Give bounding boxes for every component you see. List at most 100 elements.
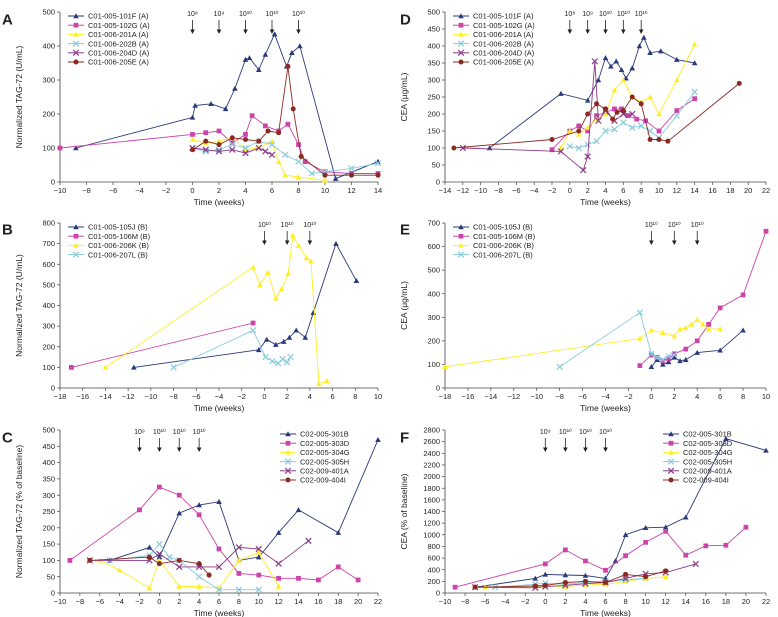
data-point	[289, 50, 295, 56]
data-point	[595, 117, 602, 125]
data-point	[671, 351, 677, 357]
chart-panel-b: B−18 −16 −14 −12 −10 −8 −6 −4 −2 0 2 4 6 8 10010020030…	[2, 219, 382, 413]
data-point	[585, 111, 591, 117]
series-line	[454, 526, 747, 588]
dose-arrowhead	[585, 29, 590, 34]
x-tick-label: −12	[507, 392, 520, 401]
y-tick-label: 200	[42, 342, 55, 351]
series-c01-005-106m-b-	[637, 228, 769, 368]
data-point	[611, 87, 618, 93]
data-point	[216, 128, 222, 134]
x-tick-label: 2	[563, 597, 567, 606]
x-tick-label: 8	[237, 597, 241, 606]
y-tick-label: 200	[427, 577, 440, 586]
x-tick-label: 2	[285, 392, 289, 401]
dose-label: 10¹⁰	[193, 428, 206, 436]
legend-label: C01-005-105J (B)	[473, 223, 533, 232]
data-point	[276, 575, 282, 581]
data-point	[452, 584, 458, 590]
x-tick-label: 20	[354, 597, 362, 606]
x-tick-label: −8	[76, 597, 85, 606]
dose-arrowhead	[307, 240, 313, 245]
x-tick-label: −4	[501, 597, 510, 606]
data-point	[602, 55, 609, 61]
data-point	[647, 136, 653, 143]
data-point	[276, 130, 282, 136]
y-tick-label: 50	[432, 161, 440, 170]
series-line	[71, 322, 254, 368]
data-point	[623, 75, 629, 81]
y-tick-label: 450	[42, 442, 55, 451]
data-point	[190, 132, 195, 137]
data-point	[216, 142, 222, 148]
data-point	[256, 572, 262, 578]
y-tick-label: 400	[427, 289, 440, 298]
data-point	[532, 575, 539, 581]
data-point	[295, 242, 302, 248]
data-point	[647, 50, 653, 56]
y-tick-label: 0	[51, 589, 55, 598]
x-tick-label: −10	[54, 186, 67, 195]
x-tick-label: 10	[641, 597, 649, 606]
data-point	[265, 128, 271, 134]
legend-marker	[285, 440, 291, 446]
legend-marker	[458, 31, 464, 37]
data-point	[176, 492, 182, 498]
dose-label: 10⁹	[134, 429, 145, 436]
x-tick-label: −2	[548, 186, 557, 195]
data-point	[653, 354, 661, 361]
x-tick-label: 14	[682, 597, 690, 606]
y-axis-label: CEA (μg/mL)	[399, 281, 409, 330]
data-point	[196, 512, 202, 518]
series-line	[89, 540, 309, 568]
y-tick-label: 100	[42, 144, 55, 153]
dose-arrowhead	[694, 240, 700, 245]
x-tick-label: −10	[54, 597, 67, 606]
legend-marker	[458, 233, 464, 239]
data-point	[229, 140, 235, 146]
y-axis-label: Normalized TAG-72 (% of baseline)	[14, 445, 24, 579]
data-point	[176, 557, 182, 563]
legend-marker	[72, 40, 80, 47]
series-line	[89, 556, 210, 576]
data-point	[623, 571, 629, 577]
series-c02-009-404i	[472, 568, 669, 590]
data-point	[677, 358, 683, 364]
legend-label: C01-006-202B (A)	[88, 39, 149, 48]
data-point	[242, 144, 249, 152]
data-point	[620, 77, 627, 83]
data-point	[280, 338, 287, 344]
data-point	[250, 264, 256, 270]
chart-panel-a: A −10 −8 −6 −4 −2 0 2 4 6 8 10 12 14 0 100 200 300 400 500 T…	[2, 8, 382, 207]
data-point	[562, 572, 569, 578]
x-tick-label: 4	[197, 597, 201, 606]
data-point	[222, 106, 229, 112]
dose-label: 10¹⁰	[617, 10, 630, 18]
legend-label: C01-006-204D (A)	[473, 49, 535, 58]
data-point	[269, 138, 275, 144]
series-line	[192, 66, 378, 176]
data-point	[348, 172, 355, 178]
legend-marker	[73, 22, 79, 28]
y-tick-label: 100	[42, 556, 55, 565]
panel-letter: F	[400, 429, 409, 446]
x-tick-label: 22	[762, 186, 770, 195]
legend-label: C01-006-202B (A)	[473, 39, 534, 48]
y-tick-label: 1800	[423, 484, 440, 493]
y-tick-label: 350	[42, 475, 55, 484]
y-tick-label: 500	[42, 280, 55, 289]
data-point	[542, 571, 549, 577]
dose-arrowhead	[649, 240, 654, 245]
data-point	[322, 177, 328, 183]
data-point	[740, 292, 746, 298]
y-tick-label: 100	[427, 144, 440, 153]
legend-label: C01-006-207L (B)	[88, 250, 148, 259]
data-point	[706, 321, 712, 327]
x-tick-label: −6	[95, 597, 104, 606]
legend-marker	[73, 13, 79, 19]
legend-label: C02-005-304G	[683, 448, 733, 457]
y-tick-label: 0	[51, 178, 55, 187]
x-tick-label: −8	[555, 392, 564, 401]
y-tick-label: 700	[42, 239, 55, 248]
data-point	[285, 270, 292, 276]
